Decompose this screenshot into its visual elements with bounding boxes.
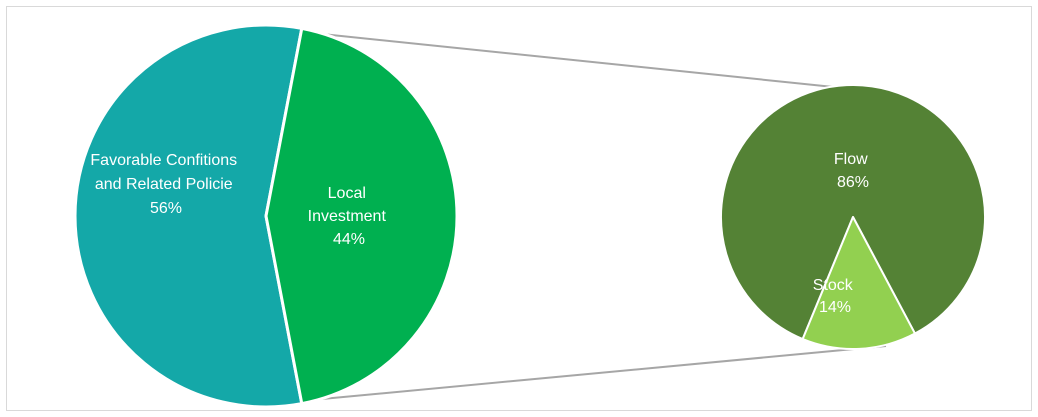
data-label-flow: Flow 86% <box>834 151 872 191</box>
pie-slice-local-investment <box>264 26 459 406</box>
connector-line-bottom <box>321 345 887 400</box>
connector-line-top <box>321 33 854 90</box>
data-label-favorable-conditions: Favorable Confitions and Related Policie… <box>90 152 241 217</box>
pie-slice-favorable-conditions <box>73 23 304 409</box>
pie-slice-stock <box>801 216 916 350</box>
data-label-local-investment: Local Investment 44% <box>308 185 391 248</box>
pie-slice-flow <box>720 84 987 341</box>
chart-frame <box>6 6 1032 411</box>
data-label-stock: Stock 14% <box>813 277 857 316</box>
